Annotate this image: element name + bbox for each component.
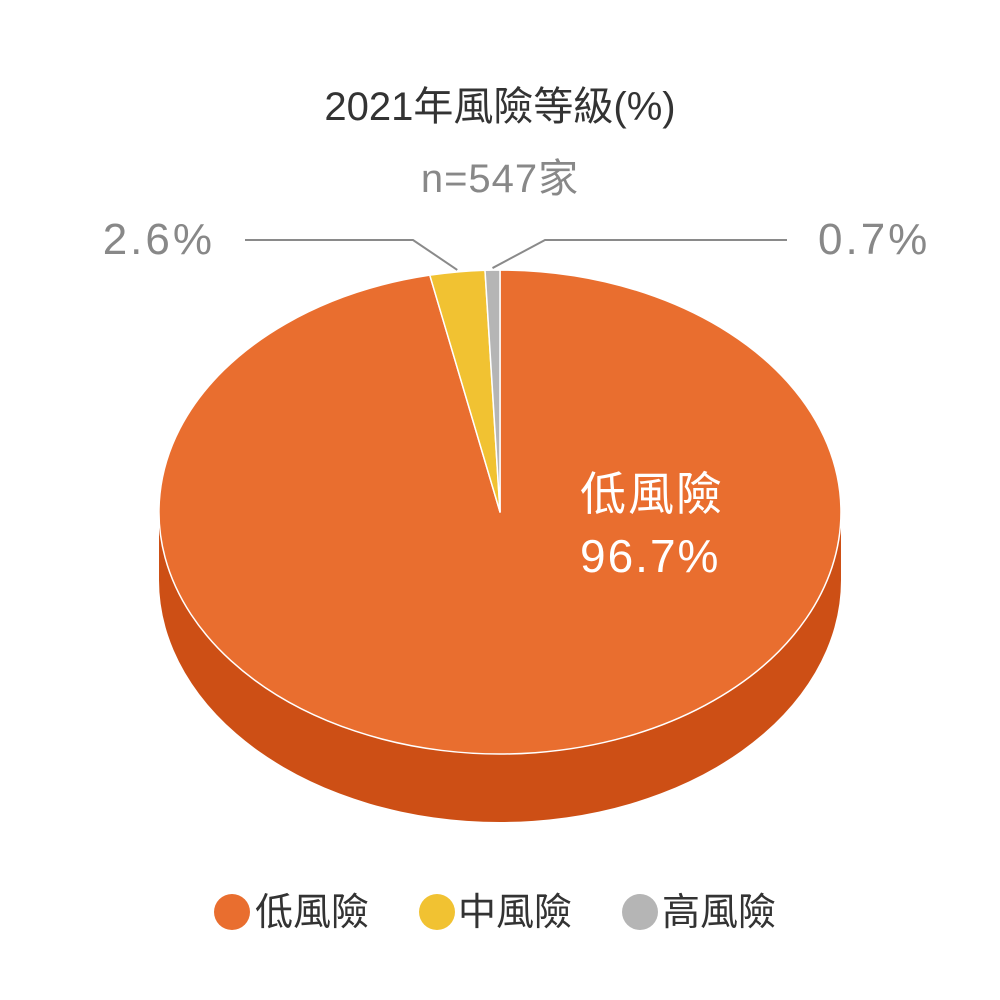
pie-side-low-risk (159, 512, 841, 822)
pie-sides (159, 512, 841, 822)
legend-label-low-risk: 低風險 (255, 892, 369, 934)
legend-item-medium-risk: 中風險 (419, 892, 572, 934)
legend-label-medium-risk: 中風險 (458, 892, 572, 934)
chart-title: 2021年風險等級(%) (324, 85, 675, 129)
leader-lines (245, 239, 787, 271)
data-label-medium-risk: 2.6% (103, 215, 215, 264)
legend-swatch-high-risk (622, 894, 658, 930)
legend-swatch-low-risk (214, 894, 250, 930)
leader-line-medium-risk (245, 239, 458, 271)
data-label-high-risk: 0.7% (818, 215, 930, 264)
pie-top-face (158, 269, 842, 755)
pie-slice-high-risk (484, 269, 501, 513)
legend-label-high-risk: 高風險 (662, 892, 776, 934)
legend-item-high-risk: 高風險 (622, 892, 776, 934)
chart-subtitle: n=547家 (421, 157, 579, 201)
slice-label-low-risk-category: 低風險 (580, 468, 724, 520)
legend-swatch-medium-risk (419, 894, 455, 930)
data-label-low-risk: 96.7% (580, 530, 720, 582)
leader-line-high-risk (492, 239, 787, 269)
legend-item-low-risk: 低風險 (214, 892, 369, 934)
legend: 低風險 中風險 高風險 (214, 892, 776, 934)
